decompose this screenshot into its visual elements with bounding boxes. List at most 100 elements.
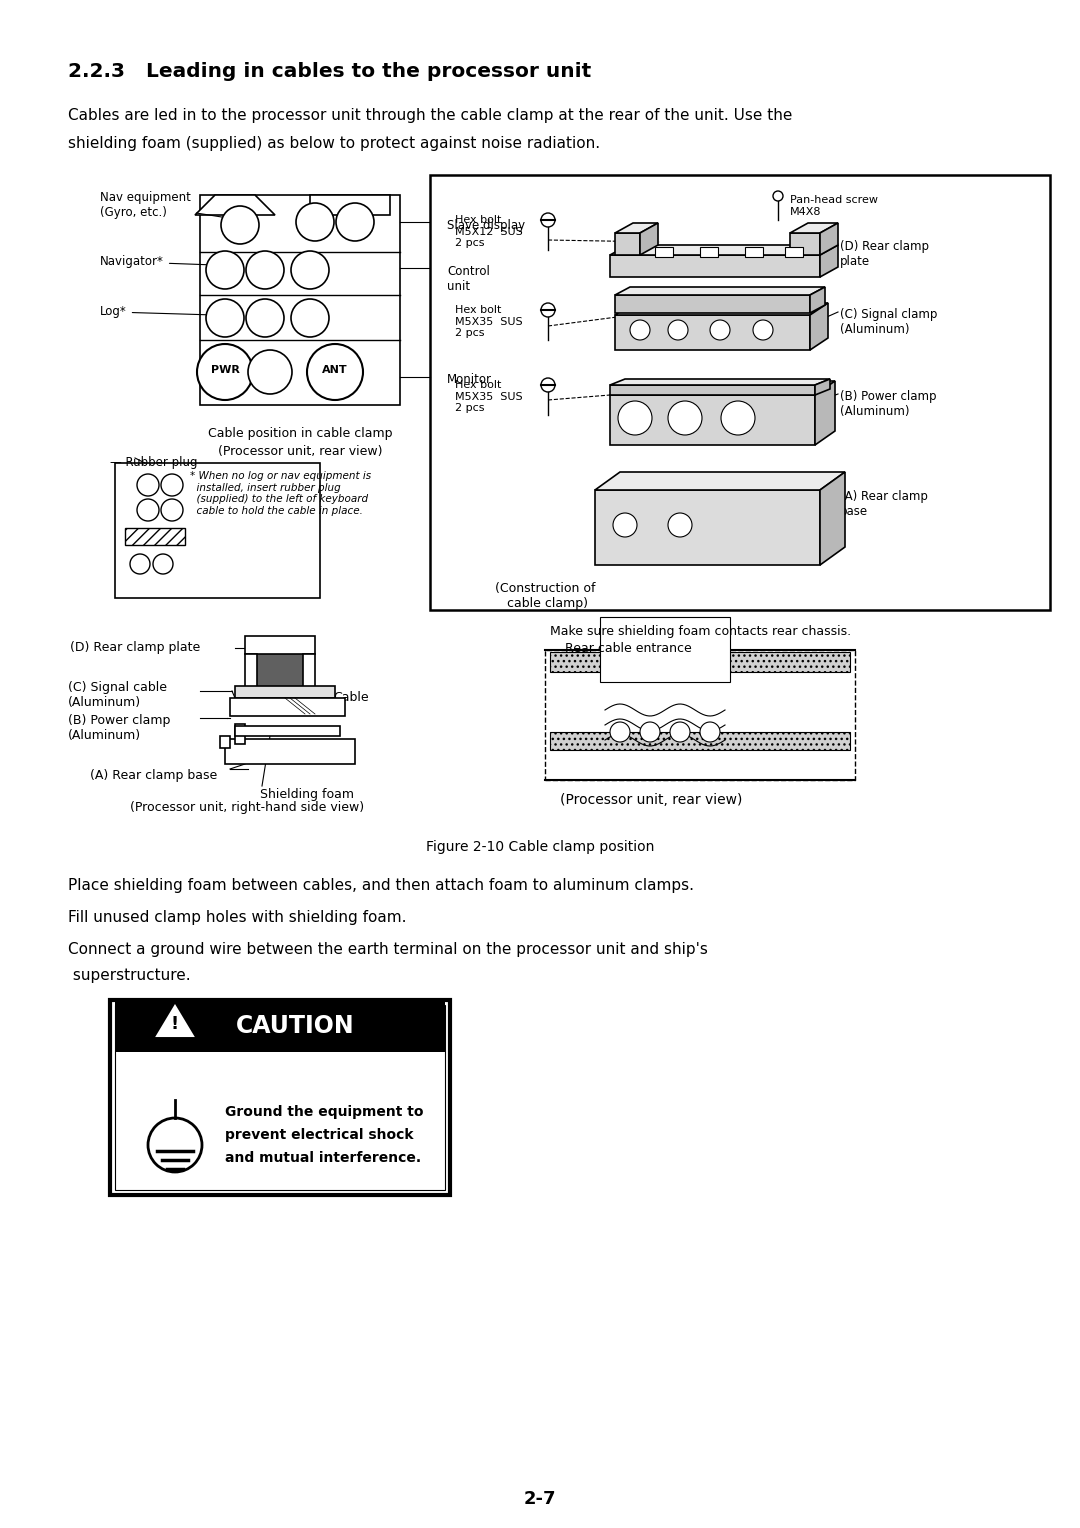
Circle shape — [206, 299, 244, 338]
Bar — [125, 529, 185, 545]
Polygon shape — [610, 379, 831, 385]
Circle shape — [296, 203, 334, 241]
Text: (Processor unit, rear view): (Processor unit, rear view) — [561, 793, 742, 807]
Text: (D) Rear clamp plate: (D) Rear clamp plate — [70, 642, 200, 654]
Bar — [255, 698, 305, 717]
Bar — [230, 698, 345, 717]
Text: Cable: Cable — [333, 691, 368, 704]
Text: Hex bolt
M5X12  SUS
2 pcs: Hex bolt M5X12 SUS 2 pcs — [455, 215, 523, 248]
Circle shape — [541, 212, 555, 228]
Circle shape — [669, 400, 702, 435]
Bar — [235, 724, 245, 744]
Circle shape — [307, 344, 363, 400]
Text: Make sure shielding foam contacts rear chassis.: Make sure shielding foam contacts rear c… — [550, 625, 851, 639]
Polygon shape — [789, 223, 838, 232]
Circle shape — [618, 400, 652, 435]
Text: 2.2.3   Leading in cables to the processor unit: 2.2.3 Leading in cables to the processor… — [68, 63, 591, 81]
Text: Slave display: Slave display — [447, 219, 525, 232]
Circle shape — [541, 377, 555, 393]
Circle shape — [773, 191, 783, 202]
Polygon shape — [610, 244, 838, 255]
Text: (B) Power clamp
(Aluminum): (B) Power clamp (Aluminum) — [68, 714, 171, 743]
Bar — [235, 686, 335, 698]
Polygon shape — [815, 380, 835, 445]
Circle shape — [153, 555, 173, 575]
Polygon shape — [157, 1005, 193, 1036]
Bar — [200, 196, 400, 405]
Circle shape — [130, 555, 150, 575]
Polygon shape — [610, 255, 820, 277]
Text: (Processor unit, rear view): (Processor unit, rear view) — [218, 445, 382, 458]
Polygon shape — [615, 232, 640, 255]
Bar — [785, 248, 804, 257]
Bar — [245, 636, 315, 654]
Text: (C) Signal clamp
(Aluminum): (C) Signal clamp (Aluminum) — [840, 309, 937, 336]
Text: CAUTION: CAUTION — [235, 1015, 354, 1038]
Bar — [220, 736, 230, 749]
Polygon shape — [810, 303, 828, 350]
Circle shape — [700, 723, 720, 743]
Bar — [654, 248, 673, 257]
Bar — [550, 732, 850, 750]
Text: Pan-head screw
M4X8: Pan-head screw M4X8 — [789, 196, 878, 217]
Polygon shape — [310, 196, 390, 215]
Circle shape — [710, 319, 730, 341]
Text: prevent electrical shock: prevent electrical shock — [225, 1128, 414, 1141]
Polygon shape — [820, 223, 838, 255]
Polygon shape — [595, 472, 845, 490]
Polygon shape — [820, 472, 845, 565]
Circle shape — [669, 319, 688, 341]
Bar — [114, 999, 445, 1051]
Polygon shape — [810, 287, 825, 313]
Text: Figure 2-10 Cable clamp position: Figure 2-10 Cable clamp position — [426, 840, 654, 854]
Text: Cable position in cable clamp: Cable position in cable clamp — [207, 426, 392, 440]
Circle shape — [291, 251, 329, 289]
Circle shape — [630, 319, 650, 341]
Circle shape — [753, 319, 773, 341]
Text: PWR: PWR — [211, 365, 240, 374]
Bar — [545, 649, 855, 779]
Bar — [245, 654, 257, 691]
Polygon shape — [615, 303, 828, 315]
Bar — [235, 726, 340, 736]
Polygon shape — [789, 232, 820, 255]
Circle shape — [161, 500, 183, 521]
Circle shape — [137, 474, 159, 497]
Circle shape — [248, 350, 292, 394]
Circle shape — [148, 1118, 202, 1172]
Text: (A) Rear clamp
base: (A) Rear clamp base — [840, 490, 928, 518]
Text: (B) Power clamp
(Aluminum): (B) Power clamp (Aluminum) — [840, 390, 936, 419]
Text: (Construction of
   cable clamp): (Construction of cable clamp) — [495, 582, 595, 610]
Text: shielding foam (supplied) as below to protect against noise radiation.: shielding foam (supplied) as below to pr… — [68, 136, 600, 151]
Polygon shape — [640, 223, 658, 255]
Polygon shape — [610, 380, 835, 396]
Text: Connect a ground wire between the earth terminal on the processor unit and ship': Connect a ground wire between the earth … — [68, 941, 707, 957]
Text: Rear cable entrance: Rear cable entrance — [565, 642, 692, 656]
Circle shape — [336, 203, 374, 241]
Bar — [114, 1005, 445, 1190]
Bar — [745, 248, 762, 257]
Text: Shielding foam: Shielding foam — [260, 788, 354, 801]
Circle shape — [246, 251, 284, 289]
Bar — [430, 176, 1050, 610]
Text: !: ! — [171, 1015, 179, 1033]
Circle shape — [246, 299, 284, 338]
Polygon shape — [195, 196, 275, 215]
Polygon shape — [615, 223, 658, 232]
Circle shape — [221, 206, 259, 244]
Text: Navigator*: Navigator* — [100, 255, 213, 269]
Bar — [303, 654, 315, 691]
Text: (D) Rear clamp
plate: (D) Rear clamp plate — [840, 240, 929, 267]
Text: Ground the equipment to: Ground the equipment to — [225, 1105, 423, 1118]
Bar — [550, 652, 850, 672]
Circle shape — [721, 400, 755, 435]
Circle shape — [291, 299, 329, 338]
Bar — [114, 463, 320, 597]
Circle shape — [137, 500, 159, 521]
Text: Hex bolt
M5X35  SUS
2 pcs: Hex bolt M5X35 SUS 2 pcs — [455, 306, 523, 338]
Bar — [110, 999, 450, 1195]
Circle shape — [670, 723, 690, 743]
Text: and mutual interference.: and mutual interference. — [225, 1151, 421, 1164]
Text: superstructure.: superstructure. — [68, 969, 191, 983]
Polygon shape — [595, 490, 820, 565]
